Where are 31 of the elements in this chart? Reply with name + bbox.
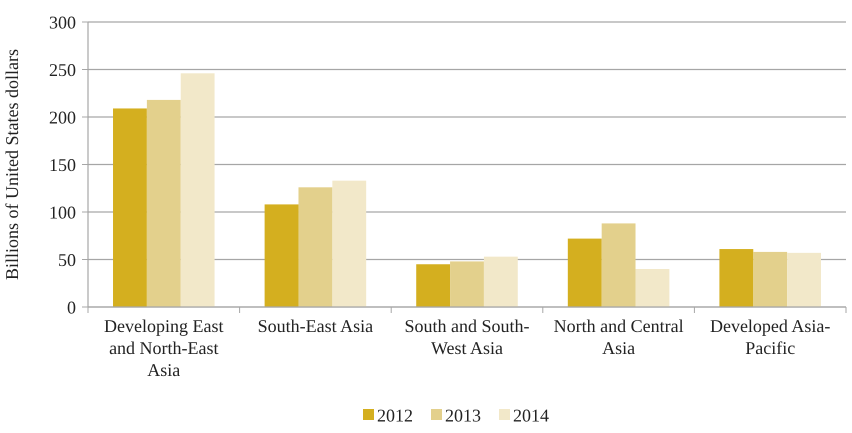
x-tick-label: Developing East and North-East Asia <box>104 316 224 380</box>
x-tick-label: North and Central Asia <box>554 316 684 358</box>
bar <box>416 264 450 307</box>
bar <box>180 73 215 307</box>
y-axis-title: Billions of United States dollars <box>2 49 22 280</box>
y-tick-label: 0 <box>67 297 76 318</box>
x-tick-label: South-East Asia <box>258 316 374 336</box>
legend-label: 2012 <box>377 405 413 426</box>
bar <box>602 223 636 307</box>
bar <box>298 187 332 307</box>
bar <box>264 204 298 307</box>
bar <box>719 249 754 307</box>
x-tick-label: South and South-West Asia <box>404 316 530 358</box>
y-tick-label: 100 <box>49 202 76 222</box>
bar <box>113 108 147 307</box>
bar <box>146 100 181 307</box>
y-tick-label: 150 <box>49 154 76 175</box>
legend-label: 2013 <box>445 405 481 426</box>
bar <box>484 256 518 307</box>
bar <box>636 269 670 307</box>
bar <box>568 238 602 307</box>
bar <box>753 252 788 307</box>
bar <box>450 261 484 307</box>
y-tick-label: 250 <box>49 60 76 80</box>
y-tick-label: 200 <box>49 107 76 128</box>
legend-label: 2014 <box>513 405 549 426</box>
bar <box>332 180 366 307</box>
y-tick-label: 50 <box>58 250 76 270</box>
y-tick-label: 300 <box>49 12 76 32</box>
bar <box>787 252 821 307</box>
x-tick-label: Developed Asia-Pacific <box>710 316 830 358</box>
